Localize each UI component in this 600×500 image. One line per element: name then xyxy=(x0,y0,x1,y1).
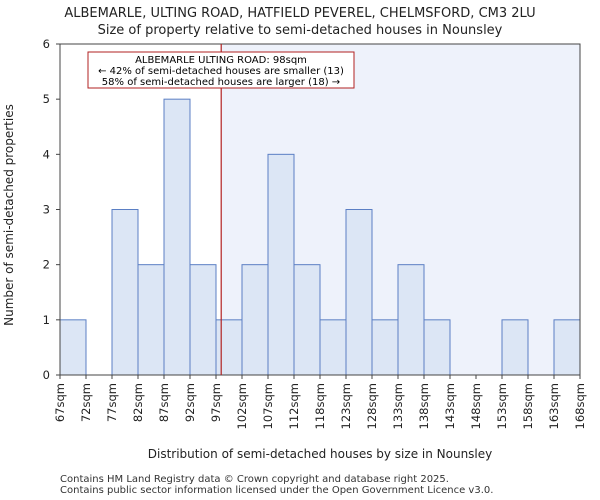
y-tick-label: 5 xyxy=(43,92,50,106)
x-tick-label: 102sqm xyxy=(235,383,249,429)
x-tick-label: 107sqm xyxy=(261,383,275,429)
bar-67sqm xyxy=(59,319,87,376)
x-tick-label: 97sqm xyxy=(209,383,223,422)
x-tick-label: 112sqm xyxy=(287,383,301,429)
bar-92sqm xyxy=(189,264,217,376)
bar-77sqm xyxy=(111,209,139,376)
x-tick-label: 77sqm xyxy=(105,383,119,422)
bar-123sqm xyxy=(345,209,373,376)
tick-labels-layer: 0 1 2 3 4 5 6 67sqm 72sqm 77sqm 82sqm 87sqm 92sqm 97s… xyxy=(43,37,587,429)
chart-subtitle: Size of property relative to semi-detach… xyxy=(98,23,503,38)
y-tick-label: 6 xyxy=(43,37,50,51)
y-tick-label: 0 xyxy=(43,368,50,382)
footer-licence: Contains public sector information licen… xyxy=(60,485,494,496)
bar-128sqm xyxy=(371,319,399,376)
x-tick-label: 118sqm xyxy=(313,383,327,429)
x-tick-label: 143sqm xyxy=(443,383,457,429)
bar-133sqm xyxy=(397,264,425,376)
x-tick-label: 82sqm xyxy=(131,383,145,422)
x-tick-label: 87sqm xyxy=(157,383,171,422)
y-tick-label: 1 xyxy=(43,313,50,327)
annotation-line3: 58% of semi-detached houses are larger (… xyxy=(102,77,340,88)
x-tick-label: 72sqm xyxy=(79,383,93,422)
x-tick-label: 123sqm xyxy=(339,383,353,429)
y-tick-label: 3 xyxy=(43,203,50,217)
bars-layer xyxy=(59,98,581,376)
x-tick-label: 168sqm xyxy=(573,383,587,429)
y-tick-label: 2 xyxy=(43,258,50,272)
chart-title: ALBEMARLE, ULTING ROAD, HATFIELD PEVEREL… xyxy=(64,6,535,21)
bar-112sqm xyxy=(293,264,321,376)
y-axis-label: Number of semi-detached properties xyxy=(2,104,16,326)
footer-copyright: Contains HM Land Registry data © Crown c… xyxy=(60,474,449,485)
annotation-line1: ALBEMARLE ULTING ROAD: 98sqm xyxy=(135,55,307,66)
marker-layer: ALBEMARLE ULTING ROAD: 98sqm← 42% of sem… xyxy=(87,44,355,375)
x-axis-label: Distribution of semi-detached houses by … xyxy=(148,447,493,461)
bar-153sqm xyxy=(501,319,529,376)
annotation-line2: ← 42% of semi-detached houses are smalle… xyxy=(98,66,344,77)
x-tick-label: 133sqm xyxy=(391,383,405,429)
y-tick-label: 4 xyxy=(43,147,50,161)
x-tick-label: 92sqm xyxy=(183,383,197,422)
x-tick-label: 158sqm xyxy=(521,383,535,429)
x-tick-label: 67sqm xyxy=(53,383,67,422)
x-tick-label: 163sqm xyxy=(547,383,561,429)
x-tick-label: 153sqm xyxy=(495,383,509,429)
x-tick-label: 148sqm xyxy=(469,383,483,429)
x-tick-label: 138sqm xyxy=(417,383,431,429)
bar-97sqm xyxy=(215,319,243,376)
bar-138sqm xyxy=(423,319,451,376)
bar-107sqm xyxy=(267,153,295,376)
axes-layer xyxy=(56,43,581,379)
annotation-box xyxy=(87,51,355,89)
bar-82sqm xyxy=(137,264,165,376)
bar-87sqm xyxy=(163,98,191,376)
bar-118sqm xyxy=(319,319,347,376)
x-tick-label: 128sqm xyxy=(365,383,379,429)
bar-163sqm xyxy=(553,319,581,376)
bar-102sqm xyxy=(241,264,269,376)
